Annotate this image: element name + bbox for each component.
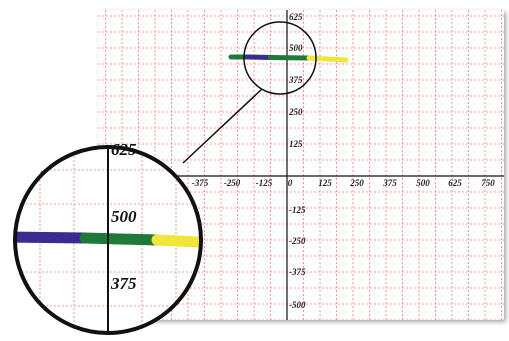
y-label: -500 [289,300,306,310]
x-label: 0 [288,178,293,188]
y-label: 375 [288,75,303,85]
y-label: 500 [289,43,303,53]
x-label: 125 [318,178,332,188]
x-label: -250 [224,178,241,188]
magnifier-label: 375 [110,274,137,293]
x-label: 625 [448,178,462,188]
x-label: -375 [192,178,209,188]
x-label: 250 [349,178,364,188]
magnifier-label: 500 [111,207,137,226]
illustration: -375 -250 -125 0 125 250 375 500 625 750 625 500 375… [0,0,509,341]
x-label: 500 [416,178,430,188]
y-label: -125 [289,205,306,215]
x-label: -125 [256,178,273,188]
x-label: 375 [382,178,397,188]
y-label: 250 [288,107,303,117]
y-label: -375 [289,267,306,277]
y-label: 125 [289,139,303,149]
y-label: 625 [289,12,303,22]
x-label: 750 [481,178,495,188]
y-label: -250 [289,236,306,246]
